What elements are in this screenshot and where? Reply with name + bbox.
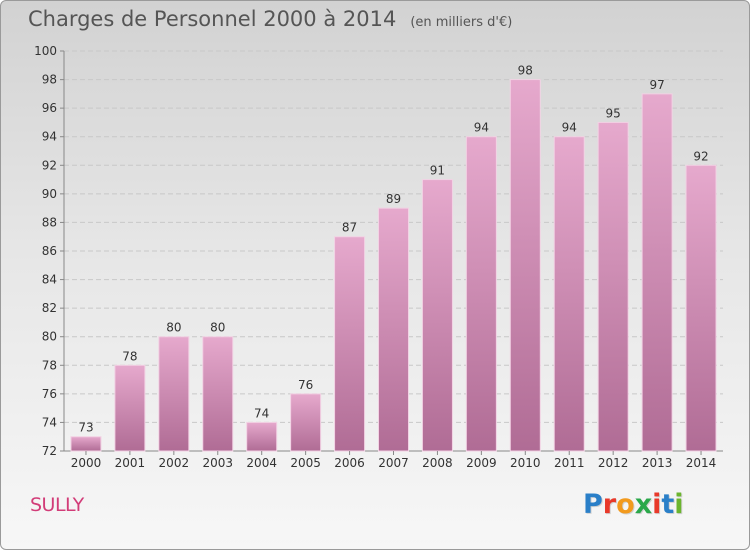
unit-label: (en milliers d'€): [410, 15, 513, 30]
y-tick-label: 78: [42, 358, 57, 372]
data-label: 87: [342, 221, 357, 235]
y-tick-label: 96: [42, 101, 57, 115]
x-tick-label: 2000: [71, 456, 102, 470]
logo-letter: i: [652, 489, 662, 520]
bar: [70, 436, 102, 452]
x-tick-label: 2010: [510, 456, 541, 470]
y-axis-ticks: 72 74 76 78 80 82 84 86 88 90 92 94 96 98 100: [34, 44, 57, 458]
bar: [158, 336, 190, 452]
x-tick-label: 2014: [686, 456, 717, 470]
commune-name: SULLY: [30, 494, 84, 516]
bar: [509, 79, 541, 452]
bar: [465, 136, 497, 452]
data-label: 76: [298, 378, 313, 392]
bar: [114, 364, 146, 452]
data-label: 95: [606, 106, 621, 120]
data-label: 78: [122, 349, 137, 363]
data-label: 89: [386, 192, 401, 206]
chart-title: Charges de Personnel 2000 à 2014 (en mill…: [28, 7, 512, 31]
y-tick-label: 90: [42, 187, 57, 201]
x-axis-ticks: 2000 2001 2002 2003 2004 2005 2006 2007 2008 2009…: [71, 451, 717, 470]
title-text: Charges de Personnel 2000 à 2014: [28, 7, 397, 31]
x-tick-label: 2008: [422, 456, 453, 470]
bar: [290, 393, 322, 452]
bar: [421, 179, 453, 452]
x-tick-label: 2013: [642, 456, 673, 470]
y-tick-label: 84: [42, 273, 57, 287]
x-tick-label: 2003: [202, 456, 233, 470]
y-tick-label: 86: [42, 244, 57, 258]
y-tick-label: 88: [42, 215, 57, 229]
bars: [70, 79, 717, 452]
data-label: 73: [78, 421, 93, 435]
y-tick-label: 74: [42, 415, 57, 429]
bar: [597, 121, 629, 452]
data-label: 94: [474, 121, 489, 135]
x-tick-label: 2009: [466, 456, 497, 470]
x-tick-label: 2006: [334, 456, 365, 470]
bar: [378, 207, 409, 452]
y-tick-label: 76: [42, 387, 57, 401]
proxiti-logo: Proxiti: [583, 489, 684, 520]
data-label: 80: [166, 321, 181, 335]
data-label: 92: [693, 149, 708, 163]
x-tick-label: 2004: [246, 456, 277, 470]
logo-letter: x: [634, 489, 653, 520]
bar: [641, 93, 673, 452]
bar: [246, 421, 278, 452]
y-tick-label: 82: [42, 301, 57, 315]
x-tick-label: 2002: [159, 456, 190, 470]
bar: [334, 236, 366, 452]
data-label: 74: [254, 406, 269, 420]
y-tick-label: 98: [42, 73, 57, 87]
x-tick-label: 2012: [598, 456, 629, 470]
x-tick-label: 2011: [554, 456, 585, 470]
data-label: 94: [562, 121, 577, 135]
y-tick-label: 100: [34, 44, 57, 58]
data-label: 80: [210, 321, 225, 335]
data-label: 98: [518, 64, 533, 78]
bar: [202, 336, 234, 452]
x-tick-label: 2001: [115, 456, 146, 470]
y-tick-label: 94: [42, 130, 57, 144]
logo-letter: r: [602, 489, 617, 520]
data-labels: 73 78 80 80 74 76 87 89 91 94 98 94 95 97 92: [78, 64, 708, 435]
logo-letter: P: [583, 489, 603, 520]
x-tick-label: 2005: [290, 456, 321, 470]
y-tick-label: 92: [42, 158, 57, 172]
y-tick-label: 72: [42, 444, 57, 458]
data-label: 91: [430, 164, 445, 178]
y-tick-label: 80: [42, 330, 57, 344]
logo-letter: t: [661, 489, 675, 520]
logo-letter: i: [674, 489, 684, 520]
x-tick-label: 2007: [378, 456, 409, 470]
logo-letter: o: [616, 489, 635, 520]
data-label: 97: [649, 78, 664, 92]
bar: [685, 164, 717, 452]
bar: [553, 136, 585, 452]
